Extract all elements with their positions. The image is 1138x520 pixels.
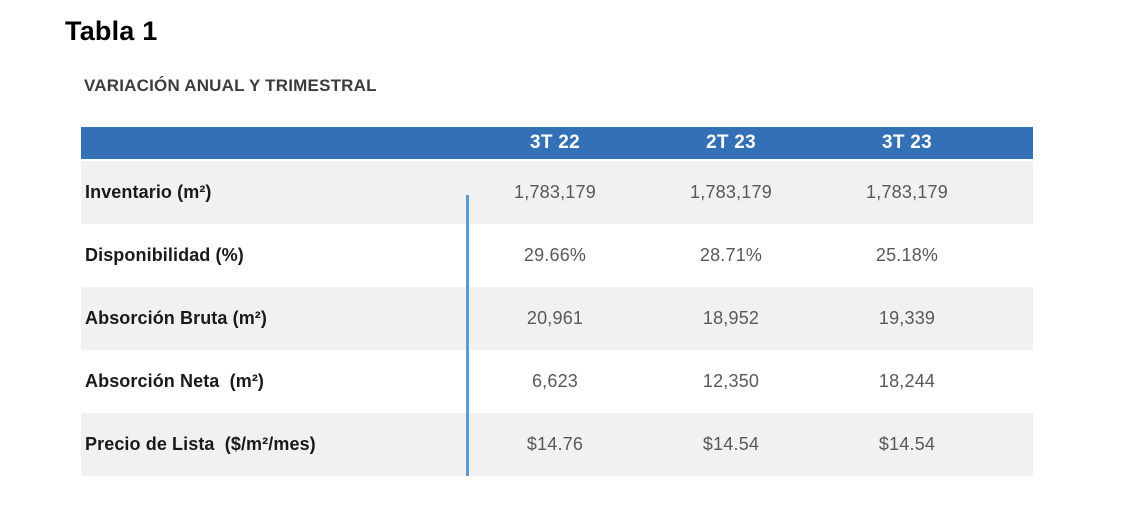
row-label: Inventario (m²) bbox=[85, 182, 212, 202]
cell-value: 1,783,179 bbox=[866, 182, 948, 202]
cell-value: 12,350 bbox=[702, 371, 760, 391]
cell-value: 1,783,179 bbox=[690, 182, 772, 202]
cell-value: 18,244 bbox=[878, 371, 936, 391]
table-subtitle: VARIACIÓN ANUAL Y TRIMESTRAL bbox=[84, 76, 377, 95]
table-row: Precio de Lista ($/m²/mes) $14.76 $14.54… bbox=[81, 413, 1033, 476]
cell-value: 20,961 bbox=[526, 308, 584, 328]
cell-value: 18,952 bbox=[702, 308, 760, 328]
header-cell-2t23: 2T 23 bbox=[705, 132, 757, 153]
cell-value: 6,623 bbox=[531, 371, 579, 391]
cell-value: 28.71% bbox=[699, 245, 763, 265]
table-body: Inventario (m²) 1,783,179 1,783,179 1,78… bbox=[81, 161, 1033, 476]
table-row: Absorción Bruta (m²) 20,961 18,952 19,33… bbox=[81, 287, 1033, 350]
cell-value: 19,339 bbox=[878, 308, 936, 328]
table-row: Inventario (m²) 1,783,179 1,783,179 1,78… bbox=[81, 161, 1033, 224]
cell-value: $14.54 bbox=[878, 434, 936, 454]
header-cell-3t22: 3T 22 bbox=[529, 132, 581, 153]
variation-table: 3T 22 2T 23 3T 23 Inventario (m²) 1,783,… bbox=[81, 127, 1033, 476]
cell-value: 29.66% bbox=[523, 245, 587, 265]
column-divider-line bbox=[466, 195, 469, 476]
row-label: Disponibilidad (%) bbox=[85, 245, 244, 265]
row-label: Absorción Bruta (m²) bbox=[85, 308, 267, 328]
table-row: Absorción Neta (m²) 6,623 12,350 18,244 bbox=[81, 350, 1033, 413]
cell-value: 25.18% bbox=[875, 245, 939, 265]
cell-value: 1,783,179 bbox=[514, 182, 596, 202]
table-row: Disponibilidad (%) 29.66% 28.71% 25.18% bbox=[81, 224, 1033, 287]
table-header-row: 3T 22 2T 23 3T 23 bbox=[81, 127, 1033, 161]
row-label: Precio de Lista ($/m²/mes) bbox=[85, 434, 316, 454]
page-title: Tabla 1 bbox=[65, 16, 158, 46]
row-label: Absorción Neta (m²) bbox=[85, 371, 265, 391]
header-cell-3t23: 3T 23 bbox=[881, 132, 933, 153]
cell-value: $14.54 bbox=[702, 434, 760, 454]
cell-value: $14.76 bbox=[526, 434, 584, 454]
